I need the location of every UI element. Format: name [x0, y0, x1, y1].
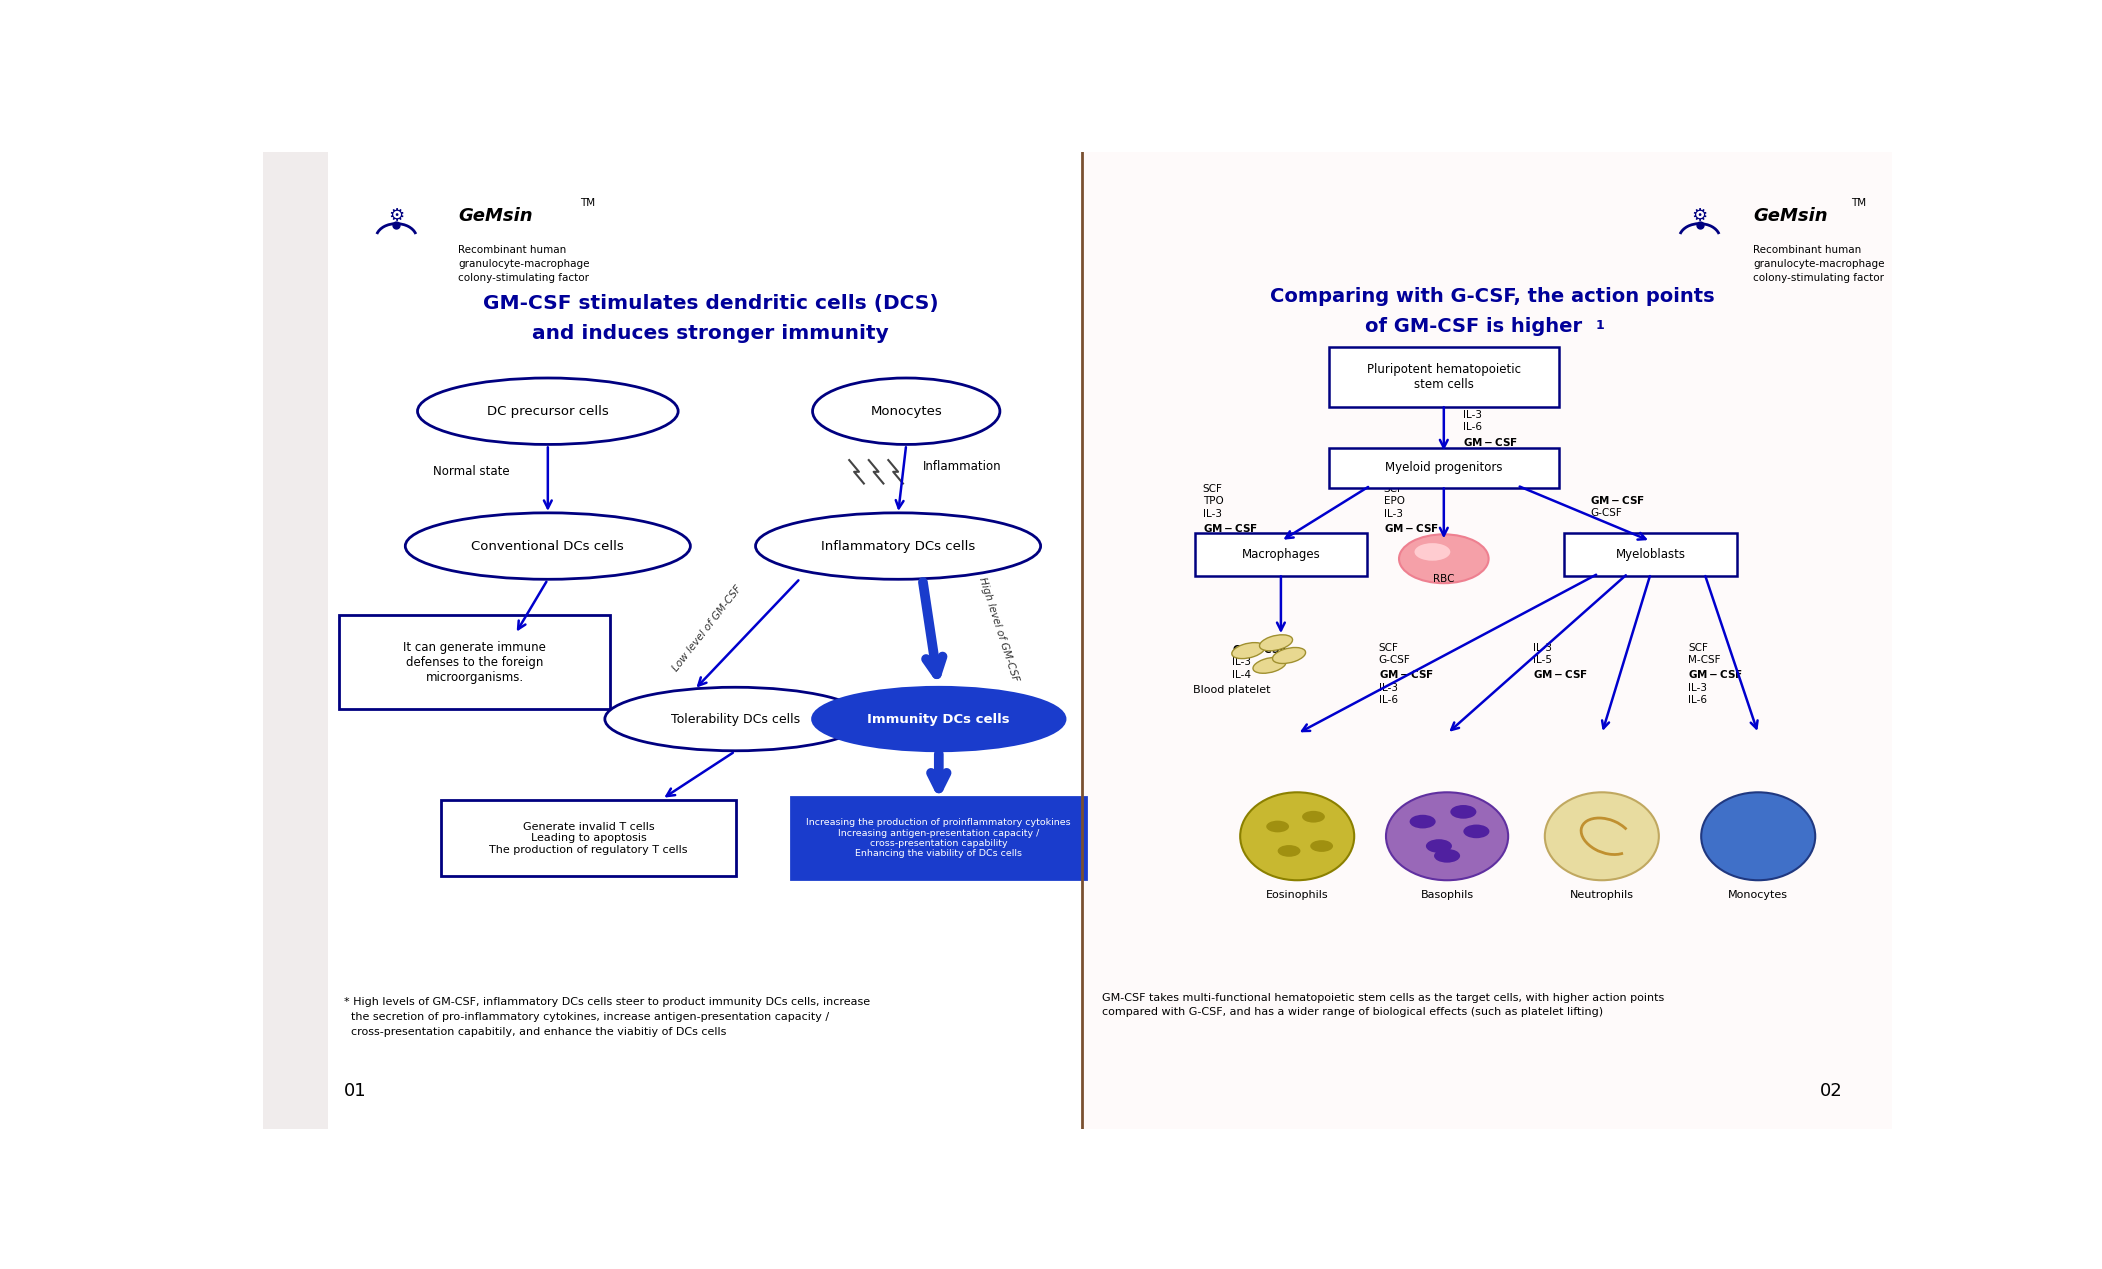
Text: SCF
M-CSF
$\bf{GM-CSF}$
IL-3
IL-6: SCF M-CSF $\bf{GM-CSF}$ IL-3 IL-6	[1688, 643, 1743, 706]
Text: Macrophages: Macrophages	[1242, 548, 1320, 561]
Ellipse shape	[1400, 534, 1488, 584]
FancyBboxPatch shape	[1083, 152, 1892, 1129]
Ellipse shape	[1385, 792, 1507, 881]
Text: IL-3
IL-5
$\bf{GM-CSF}$: IL-3 IL-5 $\bf{GM-CSF}$	[1534, 643, 1589, 680]
Ellipse shape	[1310, 840, 1333, 851]
FancyBboxPatch shape	[1564, 533, 1736, 576]
Text: Immunity DCs cells: Immunity DCs cells	[868, 712, 1011, 726]
Text: Neutrophils: Neutrophils	[1570, 890, 1633, 900]
Ellipse shape	[1450, 805, 1476, 819]
Text: Increasing the production of proinflammatory cytokines
Increasing antigen-presen: Increasing the production of proinflamma…	[807, 819, 1072, 858]
Text: SCF
G-CSF
$\bf{GM-CSF}$
IL-3
IL-6: SCF G-CSF $\bf{GM-CSF}$ IL-3 IL-6	[1379, 643, 1434, 706]
Ellipse shape	[1434, 849, 1461, 863]
Text: TM: TM	[1852, 198, 1867, 208]
Text: Monocytes: Monocytes	[870, 405, 942, 418]
Text: $\bf{GM-CSF}$
G-CSF: $\bf{GM-CSF}$ G-CSF	[1591, 494, 1646, 518]
Ellipse shape	[406, 513, 689, 579]
Text: Generate invalid T cells
Leading to apoptosis
The production of regulatory T cel: Generate invalid T cells Leading to apop…	[490, 821, 687, 855]
Text: Recombinant human
granulocyte-macrophage
colony-stimulating factor: Recombinant human granulocyte-macrophage…	[1753, 245, 1885, 283]
Ellipse shape	[418, 378, 679, 444]
FancyBboxPatch shape	[1328, 348, 1560, 407]
Text: ⚙: ⚙	[389, 207, 404, 225]
Text: Myeloid progenitors: Myeloid progenitors	[1385, 462, 1503, 475]
Text: Myeloblasts: Myeloblasts	[1616, 548, 1686, 561]
Text: ⚙: ⚙	[1692, 207, 1707, 225]
Text: IL-1
IL-3
IL-6
$\bf{GM-CSF}$
SCF: IL-1 IL-3 IL-6 $\bf{GM-CSF}$ SCF	[1463, 397, 1518, 461]
Text: SCF
EPO
IL-3
$\bf{GM-CSF}$: SCF EPO IL-3 $\bf{GM-CSF}$	[1383, 483, 1438, 534]
Text: Basophils: Basophils	[1421, 890, 1474, 900]
Text: $\bf{GM-CSF}$
IL-3
IL-4: $\bf{GM-CSF}$ IL-3 IL-4	[1232, 643, 1286, 680]
Ellipse shape	[1545, 792, 1658, 881]
Text: Low level of GM-CSF: Low level of GM-CSF	[671, 584, 744, 673]
Text: High level of GM-CSF: High level of GM-CSF	[977, 576, 1022, 683]
Text: GeMsin: GeMsin	[1753, 207, 1829, 225]
FancyBboxPatch shape	[790, 797, 1087, 879]
Ellipse shape	[755, 513, 1040, 579]
Ellipse shape	[1701, 792, 1816, 881]
Text: Monocytes: Monocytes	[1728, 890, 1789, 900]
FancyBboxPatch shape	[338, 615, 610, 709]
Text: Blood platelet: Blood platelet	[1194, 685, 1272, 695]
Text: It can generate immune
defenses to the foreign
microorganisms.: It can generate immune defenses to the f…	[404, 641, 547, 684]
Ellipse shape	[1410, 815, 1436, 829]
Text: Comparing with G-CSF, the action points: Comparing with G-CSF, the action points	[1270, 287, 1715, 306]
Text: Eosinophils: Eosinophils	[1265, 890, 1328, 900]
Ellipse shape	[1425, 839, 1452, 853]
Text: * High levels of GM-CSF, inflammatory DCs cells steer to product immunity DCs ce: * High levels of GM-CSF, inflammatory DC…	[345, 997, 870, 1037]
Ellipse shape	[1232, 642, 1265, 659]
Text: and induces stronger immunity: and induces stronger immunity	[532, 324, 889, 343]
Text: of GM-CSF is higher: of GM-CSF is higher	[1364, 317, 1581, 336]
FancyBboxPatch shape	[441, 801, 736, 877]
Text: Inflammatory DCs cells: Inflammatory DCs cells	[822, 539, 975, 552]
Text: RBC: RBC	[1434, 575, 1455, 585]
Ellipse shape	[1240, 792, 1354, 881]
Ellipse shape	[605, 688, 866, 751]
Ellipse shape	[1259, 634, 1293, 651]
Ellipse shape	[1265, 821, 1289, 832]
Text: Normal state: Normal state	[433, 466, 509, 478]
Text: 1: 1	[1595, 320, 1604, 332]
Text: GeMsin: GeMsin	[458, 207, 534, 225]
Text: Conventional DCs cells: Conventional DCs cells	[471, 539, 624, 552]
FancyBboxPatch shape	[328, 152, 1083, 1129]
Text: DC precursor cells: DC precursor cells	[488, 405, 610, 418]
Ellipse shape	[813, 688, 1066, 751]
Text: 02: 02	[1820, 1082, 1843, 1100]
Ellipse shape	[1463, 825, 1490, 839]
Ellipse shape	[1272, 647, 1305, 664]
Text: Recombinant human
granulocyte-macrophage
colony-stimulating factor: Recombinant human granulocyte-macrophage…	[458, 245, 591, 283]
FancyBboxPatch shape	[263, 152, 1083, 1129]
Text: Inflammation: Inflammation	[923, 461, 1001, 473]
Text: GM-CSF takes multi-functional hematopoietic stem cells as the target cells, with: GM-CSF takes multi-functional hematopoie…	[1101, 992, 1665, 1018]
FancyBboxPatch shape	[1328, 448, 1560, 487]
Ellipse shape	[1278, 845, 1301, 857]
Text: Tolerability DCs cells: Tolerability DCs cells	[671, 712, 799, 726]
Ellipse shape	[1415, 543, 1450, 561]
Ellipse shape	[813, 378, 1001, 444]
Text: 01: 01	[345, 1082, 368, 1100]
Ellipse shape	[1253, 657, 1286, 674]
Text: TM: TM	[580, 198, 595, 208]
Ellipse shape	[1301, 811, 1324, 822]
Text: SCF
TPO
IL-3
$\bf{GM-CSF}$: SCF TPO IL-3 $\bf{GM-CSF}$	[1202, 483, 1257, 534]
Text: GM-CSF stimulates dendritic cells (DCS): GM-CSF stimulates dendritic cells (DCS)	[483, 294, 940, 313]
FancyBboxPatch shape	[1194, 533, 1366, 576]
Text: Pluripotent hematopoietic
stem cells: Pluripotent hematopoietic stem cells	[1366, 363, 1522, 391]
